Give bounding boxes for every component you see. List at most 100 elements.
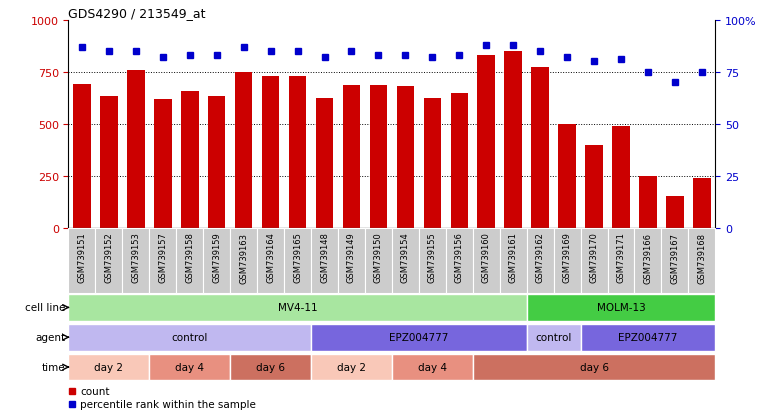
Text: day 6: day 6 [580,362,609,372]
Text: MOLM-13: MOLM-13 [597,303,645,313]
Text: GSM739153: GSM739153 [132,232,140,283]
Bar [392,354,473,380]
Text: GSM739154: GSM739154 [401,232,410,282]
Text: GSM739161: GSM739161 [508,232,517,283]
Bar [68,354,149,380]
Bar [68,229,95,293]
Text: GSM739156: GSM739156 [455,232,463,283]
Text: day 6: day 6 [256,362,285,372]
Bar [230,229,257,293]
Bar [68,324,311,351]
Bar [342,86,360,229]
Text: day 2: day 2 [337,362,366,372]
Text: GSM739152: GSM739152 [104,232,113,282]
Text: GSM739165: GSM739165 [293,232,302,283]
Text: count: count [80,386,110,396]
Text: day 4: day 4 [418,362,447,372]
Bar [531,67,549,229]
Bar [181,91,199,229]
Bar [208,97,225,229]
Bar [284,229,311,293]
Bar [693,179,711,229]
Bar [581,324,715,351]
Text: time: time [42,362,65,372]
Bar [559,125,576,229]
Text: GSM739150: GSM739150 [374,232,383,282]
Bar [311,229,338,293]
Bar [473,229,500,293]
Text: GSM739158: GSM739158 [185,232,194,283]
Text: GSM739151: GSM739151 [78,232,87,282]
Bar [666,197,683,229]
Text: GSM739159: GSM739159 [212,232,221,282]
Bar [635,229,661,293]
Text: EPZ004777: EPZ004777 [389,332,448,342]
Text: GSM739167: GSM739167 [670,232,680,283]
Bar [123,229,149,293]
Text: control: control [536,332,572,342]
Text: GSM739160: GSM739160 [482,232,491,283]
Text: day 2: day 2 [94,362,123,372]
Bar [370,86,387,229]
Bar [149,354,230,380]
Bar [527,294,715,321]
Bar [257,229,284,293]
Bar [607,229,635,293]
Text: GSM739157: GSM739157 [158,232,167,283]
Text: agent: agent [35,332,65,342]
Bar [473,354,715,380]
Text: GSM739148: GSM739148 [320,232,329,283]
Text: GSM739162: GSM739162 [536,232,545,283]
Bar [203,229,230,293]
Text: GSM739170: GSM739170 [590,232,599,283]
Text: EPZ004777: EPZ004777 [618,332,677,342]
Bar [262,77,279,229]
Bar [446,229,473,293]
Bar [338,229,365,293]
Text: GSM739149: GSM739149 [347,232,356,282]
Bar [365,229,392,293]
Bar [177,229,203,293]
Bar [527,229,554,293]
Bar [661,229,689,293]
Bar [581,229,607,293]
Bar [289,77,307,229]
Bar [554,229,581,293]
Bar [95,229,123,293]
Text: GSM739169: GSM739169 [562,232,572,283]
Text: GSM739163: GSM739163 [239,232,248,283]
Bar [451,93,468,229]
Bar [100,97,118,229]
Bar [311,354,392,380]
Bar [689,229,715,293]
Bar [73,85,91,229]
Bar [613,127,630,229]
Text: control: control [171,332,208,342]
Bar [477,56,495,229]
Bar [149,229,177,293]
Bar [230,354,311,380]
Text: GSM739168: GSM739168 [697,232,706,283]
Text: cell line: cell line [25,303,65,313]
Bar [527,324,581,351]
Bar [500,229,527,293]
Bar [424,99,441,229]
Text: GSM739166: GSM739166 [644,232,652,283]
Bar [639,177,657,229]
Text: GSM739171: GSM739171 [616,232,626,283]
Bar [316,99,333,229]
Bar [68,294,527,321]
Text: day 4: day 4 [175,362,204,372]
Bar [127,71,145,229]
Bar [419,229,446,293]
Text: GDS4290 / 213549_at: GDS4290 / 213549_at [68,7,206,19]
Bar [392,229,419,293]
Bar [505,52,522,229]
Text: MV4-11: MV4-11 [278,303,317,313]
Bar [585,145,603,229]
Text: percentile rank within the sample: percentile rank within the sample [80,399,256,409]
Text: GSM739155: GSM739155 [428,232,437,282]
Bar [235,73,253,229]
Bar [154,100,171,229]
Bar [311,324,527,351]
